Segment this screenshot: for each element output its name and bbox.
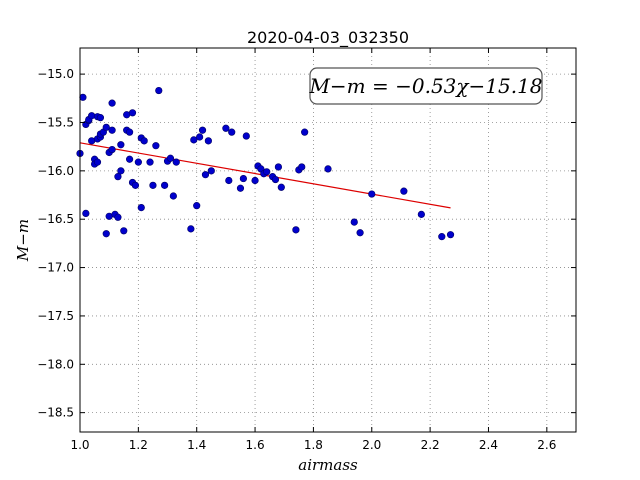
data-point bbox=[400, 187, 408, 195]
data-point bbox=[149, 181, 157, 189]
plot-frame bbox=[79, 47, 577, 433]
data-point bbox=[438, 233, 446, 241]
data-point bbox=[324, 165, 332, 173]
data-point bbox=[114, 213, 122, 221]
data-point bbox=[102, 230, 110, 238]
data-point bbox=[120, 227, 128, 235]
data-point bbox=[356, 229, 364, 237]
data-point bbox=[417, 210, 425, 218]
data-point bbox=[190, 136, 198, 144]
data-point bbox=[134, 158, 142, 166]
data-point bbox=[251, 176, 259, 185]
data-point bbox=[301, 128, 309, 136]
data-point bbox=[263, 168, 271, 176]
x-tick-label: 1.6 bbox=[246, 438, 265, 452]
x-tick-label: 2.2 bbox=[421, 438, 440, 452]
data-point bbox=[222, 124, 230, 132]
data-point bbox=[225, 176, 233, 185]
data-point bbox=[108, 145, 116, 154]
data-point bbox=[236, 184, 245, 192]
data-point bbox=[201, 171, 210, 179]
data-point bbox=[114, 173, 122, 181]
data-point bbox=[161, 181, 169, 189]
data-point bbox=[96, 114, 105, 122]
equation-text: M−m = −0.53χ−15.18 bbox=[308, 74, 542, 98]
y-tick-label: −18.0 bbox=[37, 357, 74, 371]
data-point bbox=[126, 155, 134, 163]
data-point bbox=[146, 158, 154, 166]
data-point bbox=[446, 231, 455, 239]
data-point bbox=[155, 86, 163, 95]
data-point bbox=[93, 158, 102, 166]
y-axis-label: M−m bbox=[14, 219, 32, 262]
data-point bbox=[239, 174, 247, 183]
data-point bbox=[207, 167, 215, 175]
x-tick-label: 2.4 bbox=[479, 438, 498, 452]
x-tick-label: 1.2 bbox=[129, 438, 148, 452]
points-layer bbox=[76, 86, 455, 241]
x-tick-label: 1.4 bbox=[187, 438, 206, 452]
y-tick-label: −15.0 bbox=[37, 67, 74, 81]
data-point bbox=[137, 203, 145, 212]
data-point bbox=[131, 181, 140, 189]
data-point bbox=[368, 190, 376, 198]
data-point bbox=[298, 163, 306, 171]
data-point bbox=[187, 225, 195, 233]
data-point bbox=[350, 218, 358, 226]
data-point bbox=[277, 183, 285, 191]
equation-annotation: M−m = −0.53χ−15.18 bbox=[308, 67, 543, 105]
x-tick-label: 1.8 bbox=[304, 438, 323, 452]
equation-box bbox=[309, 67, 543, 105]
y-tick-label: −16.5 bbox=[37, 212, 74, 226]
data-point bbox=[88, 112, 96, 120]
x-tick-label: 2.0 bbox=[362, 438, 381, 452]
data-point bbox=[152, 142, 160, 150]
data-point bbox=[228, 128, 236, 136]
data-point bbox=[196, 133, 204, 141]
data-point bbox=[126, 128, 134, 136]
data-point bbox=[242, 132, 250, 140]
y-tick-label: −16.0 bbox=[37, 164, 74, 178]
x-axis-label: airmass bbox=[298, 456, 358, 474]
data-point bbox=[198, 126, 207, 134]
y-tick-label: −17.0 bbox=[37, 261, 74, 275]
data-point bbox=[102, 123, 110, 131]
data-point bbox=[292, 226, 300, 234]
data-point bbox=[79, 93, 87, 101]
data-point bbox=[271, 175, 280, 184]
data-point bbox=[128, 109, 137, 117]
data-point bbox=[140, 137, 148, 145]
y-tick-label: −17.5 bbox=[37, 309, 74, 323]
x-tick-label: 2.6 bbox=[537, 438, 556, 452]
x-tick-label: 1.0 bbox=[70, 438, 89, 452]
data-point bbox=[204, 137, 212, 145]
y-tick-label: −15.5 bbox=[37, 115, 74, 129]
data-point bbox=[193, 202, 201, 210]
ticks-layer bbox=[79, 48, 576, 432]
data-point bbox=[117, 141, 125, 149]
data-point bbox=[172, 158, 180, 166]
data-point bbox=[169, 192, 177, 200]
chart-title: 2020-04-03_032350 bbox=[247, 28, 409, 48]
y-tick-label: −18.5 bbox=[37, 406, 74, 420]
data-point bbox=[108, 99, 116, 107]
data-point bbox=[166, 154, 175, 162]
y-tick-labels: −15.0 −15.5 −16.0 −16.5 −17.0 −17.5 −18.0 −18.5 bbox=[37, 67, 74, 420]
data-point bbox=[108, 126, 116, 134]
data-point bbox=[274, 163, 283, 171]
data-point bbox=[117, 167, 125, 175]
data-point bbox=[82, 209, 90, 218]
x-tick-labels: 1.0 1.2 1.4 1.6 1.8 2.0 2.2 2.4 2.6 bbox=[70, 438, 556, 452]
